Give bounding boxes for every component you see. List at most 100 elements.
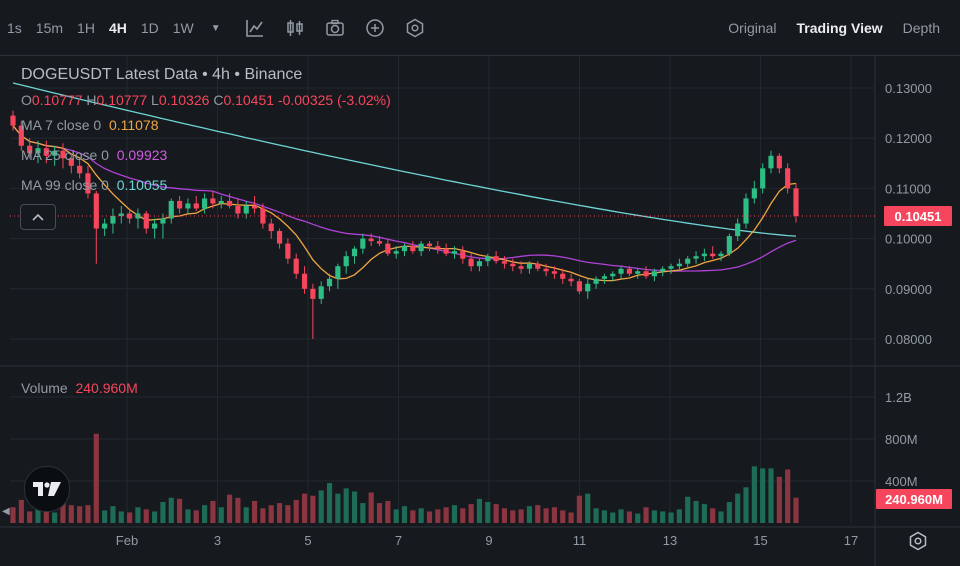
time-tick-label: 5 [304,533,311,548]
candle-body [243,205,249,214]
volume-bar [460,508,466,523]
candle-body [18,125,24,146]
volume-bar [418,508,424,523]
volume-bar [385,500,391,523]
volume-bar [210,500,216,523]
time-tick-label: 13 [663,533,677,548]
close-label: C [213,92,224,108]
candle-body [543,268,549,272]
candle-type-icon[interactable] [283,16,307,40]
ma25-legend: MA 25 close 0 0.09923 [21,147,167,163]
volume-bar [551,507,558,523]
volume-label: Volume [21,380,68,396]
volume-bar [118,511,124,523]
candle-body [60,150,66,159]
candle-body [326,278,333,287]
open-value: 0.10777 [31,92,83,108]
ma7-legend: MA 7 close 0 0.11078 [21,117,159,133]
volume-bar [493,504,499,523]
candle-body [435,246,441,249]
volume-bar [218,507,224,523]
collapse-legend-button[interactable] [20,204,56,230]
volume-bar [443,507,449,523]
volume-bar [43,510,49,523]
volume-bar [776,476,782,523]
candle-body [501,261,508,264]
candle-body [776,155,782,169]
volume-bar [185,509,191,523]
volume-bar [701,504,707,523]
candle-body [268,223,274,232]
candle-body [576,281,583,292]
settings-hex-icon[interactable] [403,16,427,40]
volume-bar [726,502,732,523]
volume-bar [135,507,141,523]
close-value: 0.10451 [223,92,275,108]
volume-bar [760,468,766,523]
volume-bar [268,505,274,523]
candle-body [160,218,166,224]
volume-bar [485,502,491,523]
timeframe-4h[interactable]: 4H [108,20,127,36]
volume-bar [476,498,483,523]
indicator-icon[interactable] [243,16,267,40]
candle-body [202,198,208,209]
time-tick-label: 7 [395,533,402,548]
candle-body [793,188,799,217]
ohlc-legend: O0.10777 H0.10777 L0.10326 C0.10451 -0.0… [21,92,391,108]
timeframe-1s[interactable]: 1s [7,20,22,36]
candle-body [551,271,558,274]
candle-body [735,223,741,237]
timeframe-1w[interactable]: 1W [172,20,194,36]
chart-canvas[interactable]: 0.13000 0.12000 0.11000 0.10000 0.09000 0.080… [0,56,960,566]
candle-body [376,241,383,244]
price-tick-label: 0.08000 [885,332,932,347]
candle-body [718,253,724,257]
candle-body [618,268,624,274]
volume-bar [601,510,607,523]
price-tick-label: 0.12000 [885,131,932,146]
volume-bar [593,508,599,523]
volume-bar [260,508,266,523]
view-original[interactable]: Original [728,20,777,36]
candle-body [210,198,216,204]
candle-body [193,203,199,209]
candle-body [43,148,49,156]
timeframe-1d[interactable]: 1D [140,20,159,36]
scroll-left-icon[interactable]: ◀ [2,506,10,517]
volume-bar [568,512,574,523]
volume-bar [285,505,291,523]
tradingview-logo[interactable] [24,466,70,512]
candle-body [360,238,366,249]
volume-bar [651,510,657,523]
add-icon[interactable] [363,16,387,40]
low-label: L [151,92,159,108]
volume-value: 240.960M [75,380,138,396]
view-trading-view[interactable]: Trading View [796,20,883,36]
candle-body [660,268,666,272]
caret-down-icon[interactable]: ▼ [210,22,221,34]
volume-bar [127,512,133,523]
candle-body [601,276,607,279]
volume-bar [510,510,516,523]
volume-bar [301,493,308,523]
volume-bar [451,505,458,523]
candle-body [418,243,424,252]
chart-settings-button[interactable] [906,529,930,553]
volume-bar [202,505,208,523]
candle-body [443,248,449,254]
volume-bar [501,508,508,523]
ma99-label: MA 99 close 0 [21,177,109,193]
price-tick-label: 0.13000 [885,81,932,96]
volume-tick-label: 400M [885,474,918,489]
candle-body [410,246,416,252]
view-depth[interactable]: Depth [902,20,940,36]
ma7-value: 0.11078 [108,117,159,133]
timeframe-15m[interactable]: 15m [35,20,64,36]
volume-bar [685,496,691,523]
timeframe-1h[interactable]: 1H [77,20,95,36]
volume-bar [85,505,91,523]
volume-bar [310,495,316,523]
camera-icon[interactable] [323,16,347,40]
volume-bar [435,509,441,523]
